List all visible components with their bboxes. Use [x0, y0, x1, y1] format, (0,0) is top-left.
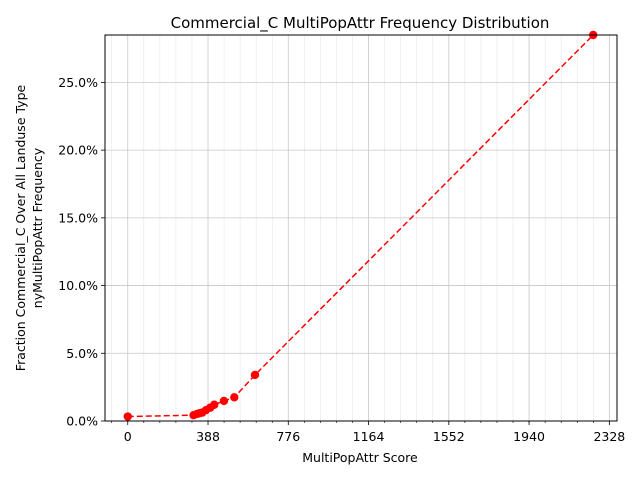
x-tick-label: 2328: [593, 429, 625, 444]
data-point: [210, 400, 219, 409]
data-point: [123, 412, 132, 421]
y-tick-label: 20.0%: [58, 143, 98, 158]
y-tick-label: 0.0%: [66, 414, 98, 429]
y-axis-label-line-1: Fraction Commercial_C Over All Landuse T…: [13, 85, 28, 372]
y-tick-label: 15.0%: [58, 210, 98, 225]
y-tick-label: 10.0%: [58, 278, 98, 293]
data-point: [219, 396, 229, 406]
chart-title: Commercial_C MultiPopAttr Frequency Dist…: [171, 14, 550, 33]
x-tick-label: 1164: [353, 429, 385, 444]
data-point: [230, 393, 239, 402]
y-tick-label: 5.0%: [66, 346, 98, 361]
y-tick-label: 25.0%: [58, 75, 98, 90]
x-axis-label: MultiPopAttr Score: [302, 450, 418, 465]
x-tick-label: 1552: [433, 429, 465, 444]
x-tick-label: 776: [276, 429, 300, 444]
major-gridlines: [105, 35, 617, 422]
x-tick-label: 0: [124, 429, 132, 444]
x-axis-ticks: 0 388 776 1164 1552 1940 2328: [111, 421, 625, 444]
x-tick-label: 1940: [513, 429, 545, 444]
y-axis-ticks: 0.0% 5.0% 10.0% 15.0% 20.0% 25.0%: [58, 75, 105, 429]
x-tick-label: 388: [196, 429, 220, 444]
plot-area-frame: [104, 34, 618, 422]
y-axis-label-line-2: nyMultiPopAttr Frequency: [30, 147, 45, 308]
data-point: [250, 370, 260, 380]
